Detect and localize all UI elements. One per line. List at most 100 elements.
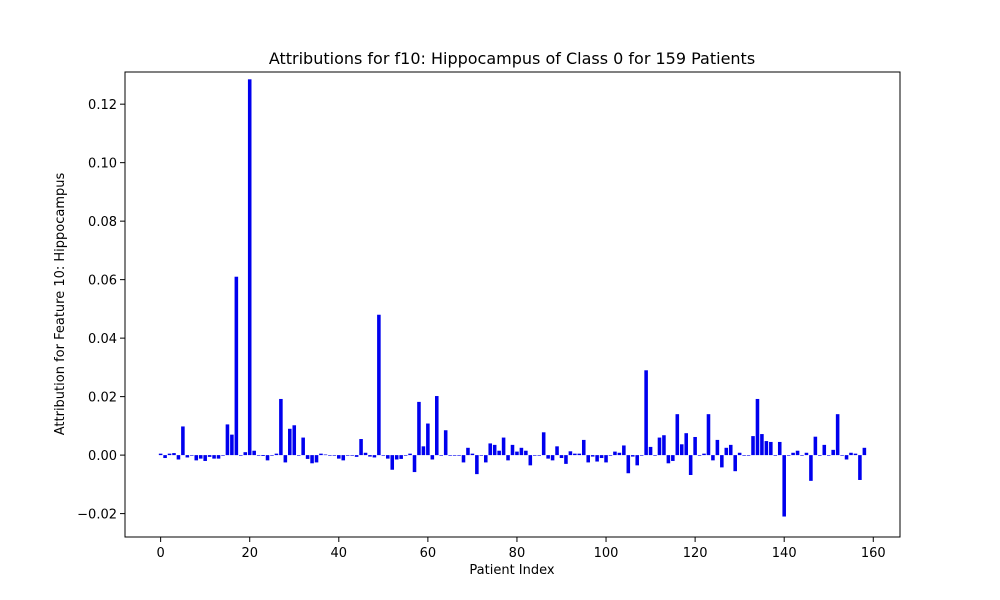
bar-patient-96 [586, 455, 590, 463]
bar-patient-129 [733, 455, 737, 472]
bar-patient-77 [501, 437, 506, 456]
bar-patient-92 [568, 451, 573, 456]
bar-patient-60 [426, 423, 430, 456]
bar-patient-107 [635, 455, 639, 466]
bar-patient-37 [323, 454, 328, 456]
bar-patient-3 [172, 453, 176, 456]
bar-patient-115 [671, 455, 675, 461]
bar-patient-53 [394, 455, 399, 460]
bar-patient-81 [519, 447, 524, 456]
bar-patient-141 [786, 455, 791, 456]
bar-patient-41 [341, 455, 346, 461]
y-tick-label: −0.02 [77, 508, 117, 523]
bar-patient-121 [697, 455, 702, 456]
bar-patient-156 [853, 453, 858, 456]
bar-patient-44 [354, 455, 359, 457]
bar-patient-93 [573, 453, 577, 456]
bar-patient-18 [239, 455, 243, 456]
bar-patient-12 [212, 455, 216, 459]
bar-patient-2 [167, 453, 172, 456]
bar-patient-66 [452, 455, 457, 456]
bar-patient-68 [461, 455, 466, 463]
bar-patient-112 [657, 437, 662, 456]
bar-patient-118 [684, 433, 688, 456]
bar-patient-82 [524, 450, 528, 456]
bar-patient-117 [679, 444, 684, 456]
bar-patient-65 [448, 455, 452, 456]
bar-patient-67 [457, 455, 461, 456]
bar-patient-17 [234, 276, 239, 456]
bar-patient-25 [270, 455, 274, 456]
bar-patient-74 [488, 443, 493, 456]
bar-patient-61 [430, 455, 435, 460]
bar-patient-149 [822, 444, 827, 456]
bar-patient-138 [773, 455, 778, 456]
bar-patient-128 [728, 444, 733, 456]
y-tick-label: 0.04 [88, 332, 117, 347]
bar-patient-19 [243, 452, 248, 456]
bar-patient-36 [319, 453, 323, 456]
bar-patient-39 [332, 455, 337, 456]
chart-title: Attributions for f10: Hippocampus of Cla… [269, 49, 755, 68]
bar-patient-28 [283, 455, 288, 463]
bar-patient-158 [862, 447, 867, 456]
y-tick-label: 0.08 [88, 215, 117, 230]
bar-patient-108 [639, 455, 644, 456]
bar-patient-109 [644, 370, 648, 456]
bar-patient-34 [310, 455, 314, 464]
bar-patient-4 [176, 455, 181, 460]
bar-patient-139 [777, 441, 782, 456]
bar-patient-8 [194, 455, 199, 461]
x-tick-label: 60 [420, 546, 437, 561]
bar-patient-102 [613, 451, 617, 456]
bar-patient-105 [626, 455, 631, 474]
bar-patient-120 [693, 436, 697, 456]
bar-patient-48 [372, 455, 377, 458]
bar-patient-123 [706, 414, 711, 456]
y-tick-label: 0.12 [88, 98, 117, 113]
bar-patient-0 [158, 453, 163, 456]
bar-patient-146 [809, 455, 813, 481]
y-tick-label: 0.02 [88, 391, 117, 406]
bar-patient-24 [265, 455, 270, 461]
bar-patient-100 [604, 455, 608, 463]
bar-patient-22 [256, 455, 261, 456]
bar-patient-57 [412, 455, 417, 473]
bar-patient-89 [555, 446, 559, 456]
bar-patient-75 [492, 444, 497, 456]
x-tick-label: 40 [331, 546, 348, 561]
bar-patient-76 [497, 450, 501, 456]
bar-patient-98 [595, 455, 599, 462]
bar-patient-143 [795, 450, 800, 456]
bar-patient-157 [858, 455, 862, 480]
bar-patient-15 [225, 424, 230, 456]
bar-patient-88 [550, 455, 555, 461]
bar-patient-10 [203, 455, 207, 461]
bar-patient-142 [791, 452, 795, 456]
x-tick-label: 160 [861, 546, 886, 561]
y-axis-ticks: −0.02 0.00 0.02 0.04 0.06 0.08 0.10 0.12 [77, 98, 125, 523]
bar-patient-86 [541, 432, 546, 456]
bar-patient-5 [181, 426, 185, 456]
bar-patient-91 [564, 455, 568, 464]
bar-patient-14 [221, 455, 225, 456]
bar-patient-130 [737, 452, 742, 456]
bar-patient-147 [813, 436, 818, 456]
bar-patient-52 [390, 455, 395, 470]
bar-patient-54 [399, 455, 403, 459]
bar-patient-72 [479, 455, 484, 456]
bar-patient-137 [769, 441, 773, 456]
plot-frame [124, 71, 901, 538]
bar-patient-150 [826, 455, 831, 456]
bar-patient-104 [622, 445, 626, 456]
bar-patient-124 [711, 455, 715, 461]
bar-patient-71 [475, 455, 479, 475]
bar-patient-145 [804, 452, 809, 456]
bar-patient-125 [715, 439, 720, 456]
y-tick-label: 0.06 [88, 274, 117, 289]
bar-patient-152 [835, 414, 840, 456]
bar-patient-16 [230, 434, 234, 456]
x-tick-label: 20 [241, 546, 258, 561]
bar-patient-154 [844, 455, 849, 460]
